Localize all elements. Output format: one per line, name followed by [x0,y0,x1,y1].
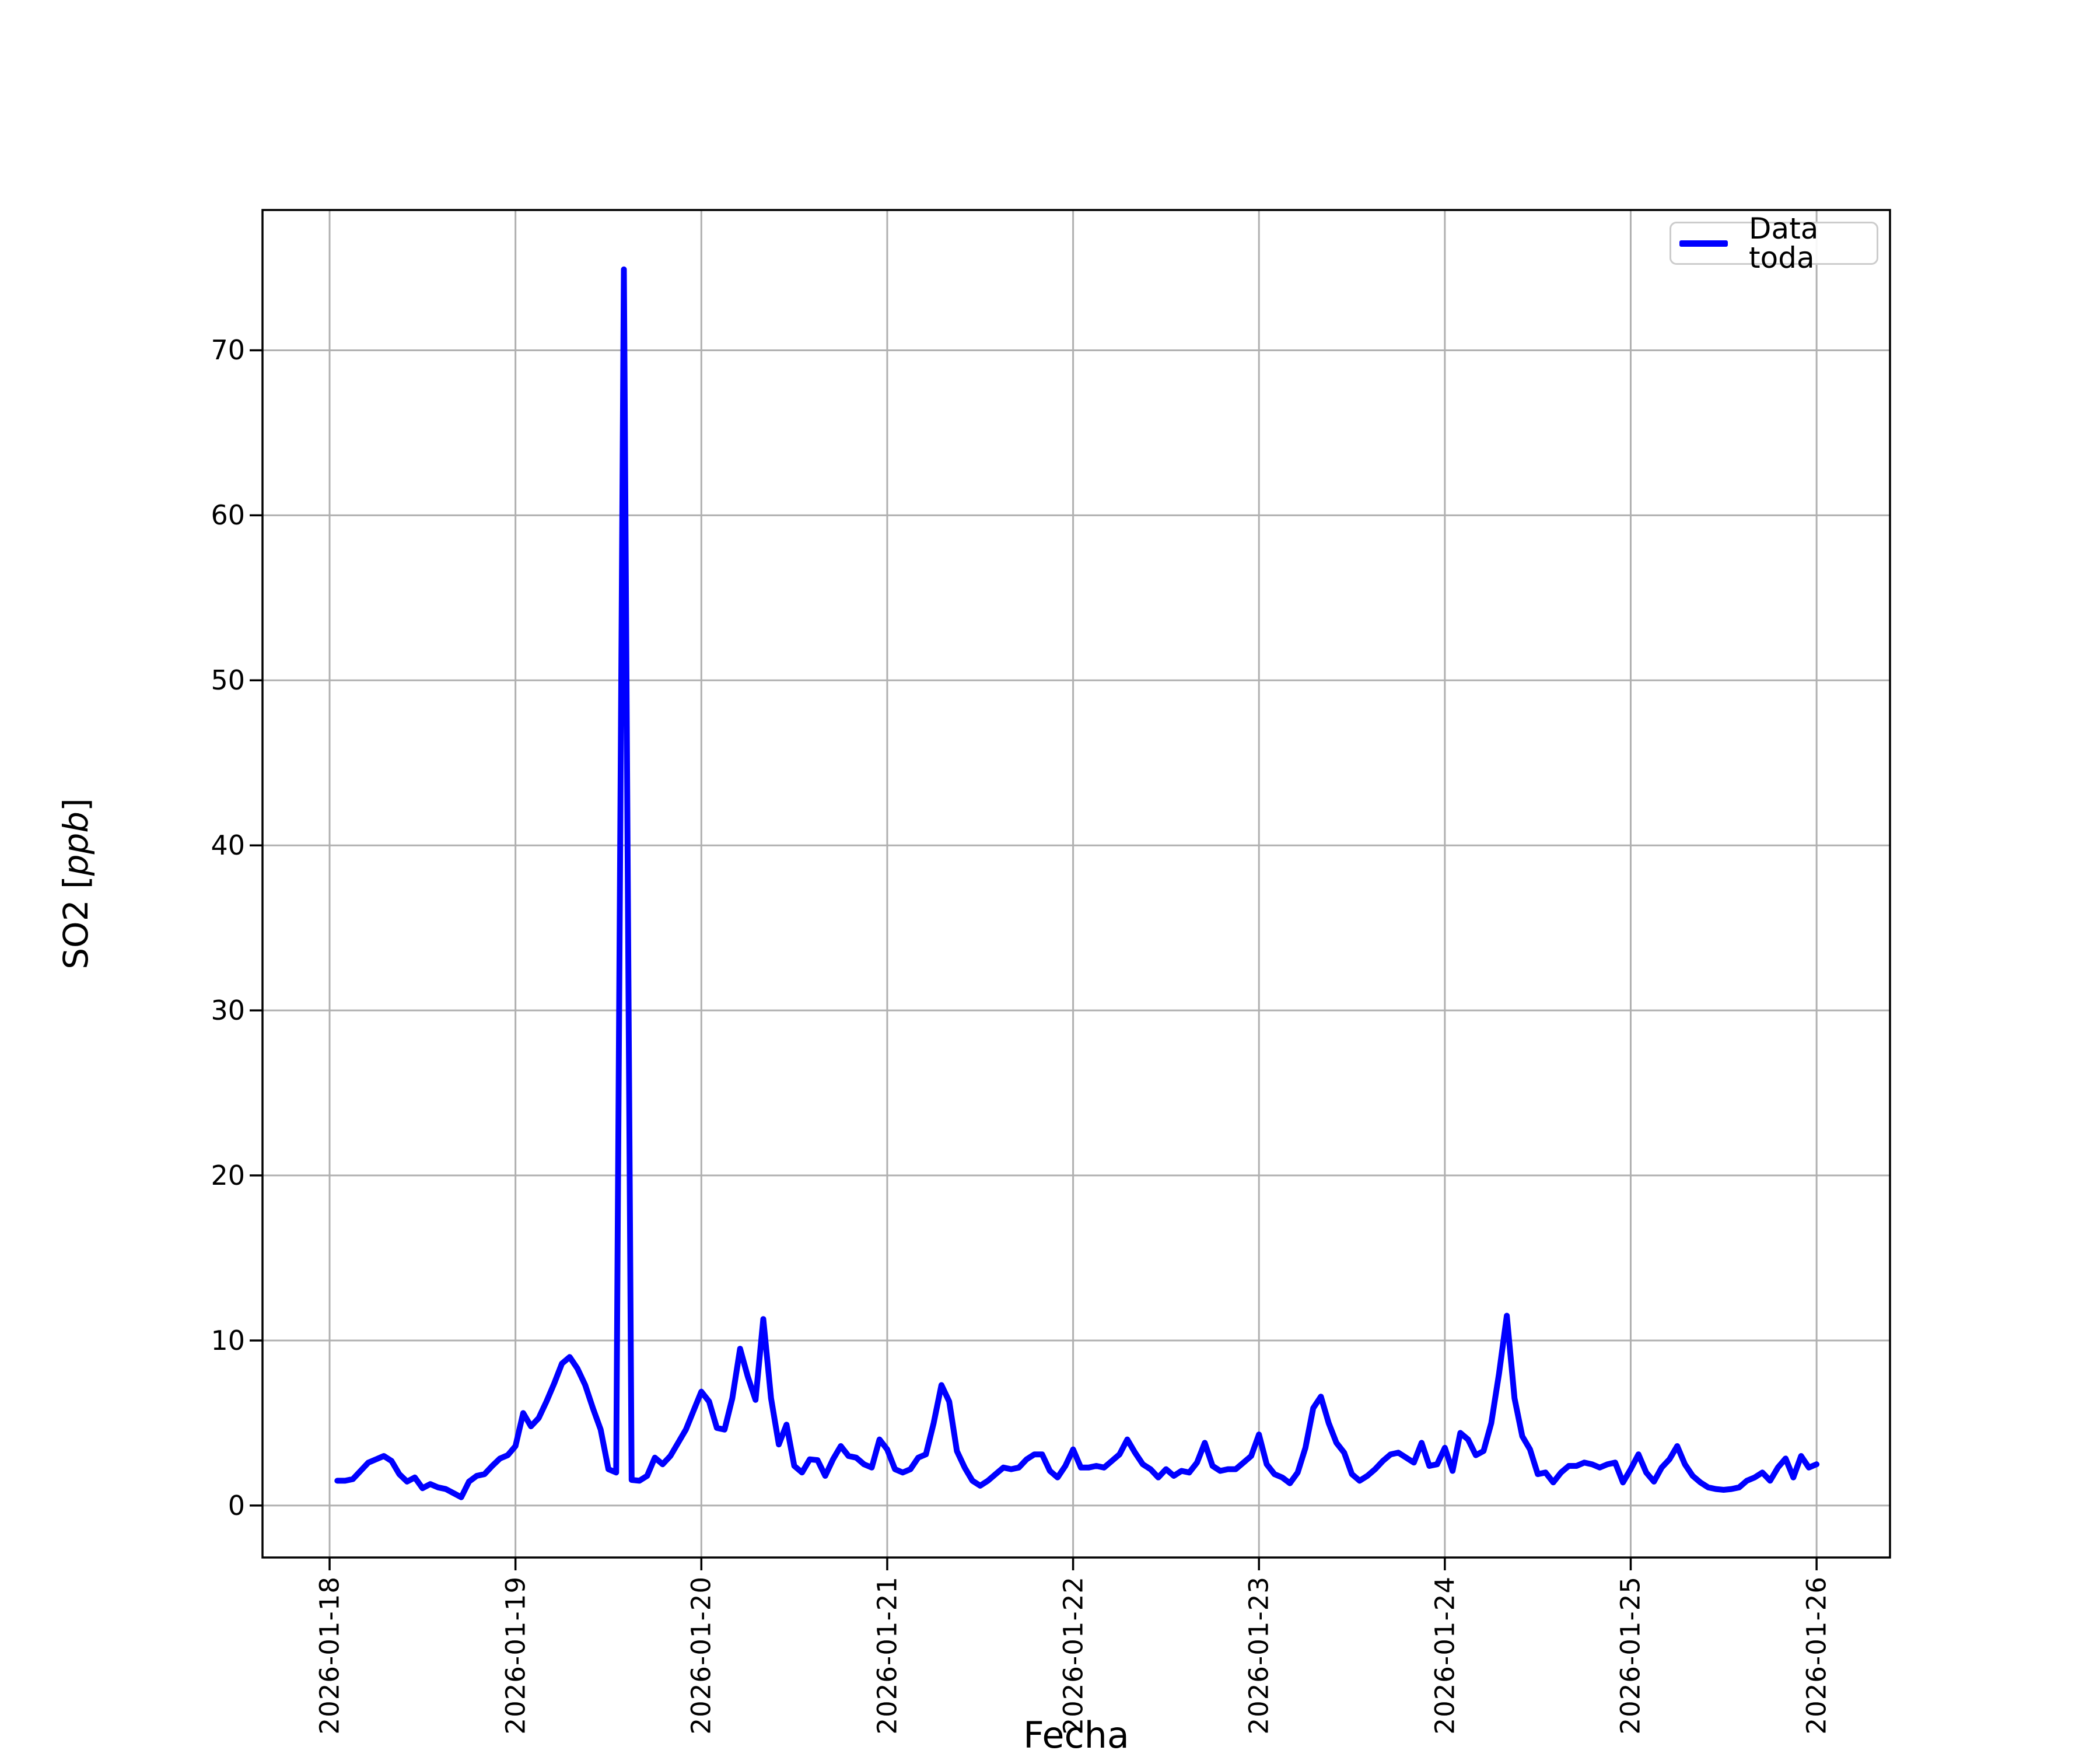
y-tick-label: 50 [211,664,245,696]
data-line-series [334,266,1820,1500]
y-tick-label: 20 [211,1160,245,1192]
y-axis-label-unit: ppb [56,811,96,876]
x-tick-label: 2026-01-25 [1615,1576,1646,1735]
y-axis-label-suffix: ] [56,798,96,811]
y-tick-label: 70 [211,334,245,366]
y-axis-label-prefix: SO2 [ [56,876,96,970]
x-tick-label: 2026-01-24 [1429,1576,1461,1735]
plot-frame [261,209,1891,1559]
x-tick-label: 2026-01-20 [685,1576,717,1735]
y-tick-label: 40 [211,830,245,862]
y-axis-label: SO2 [ppb] [56,798,96,970]
y-tick-label: 30 [211,995,245,1027]
x-tick-label: 2026-01-18 [314,1576,345,1735]
x-tick-label: 2026-01-26 [1801,1576,1832,1735]
x-tick-label: 2026-01-21 [872,1576,903,1735]
x-tick-label: 2026-01-23 [1243,1576,1275,1735]
y-tick-label: 10 [211,1324,245,1356]
x-axis-label: Fecha [1023,1714,1129,1750]
legend-line-sample [1679,240,1728,247]
y-tick-label: 60 [211,499,245,531]
x-tick-label: 2026-01-19 [500,1576,531,1735]
x-tick-label: 2026-01-22 [1058,1576,1089,1735]
legend-label: Data toda [1749,212,1819,275]
legend: Data toda [1670,214,1878,272]
y-tick-label: 0 [228,1489,245,1521]
